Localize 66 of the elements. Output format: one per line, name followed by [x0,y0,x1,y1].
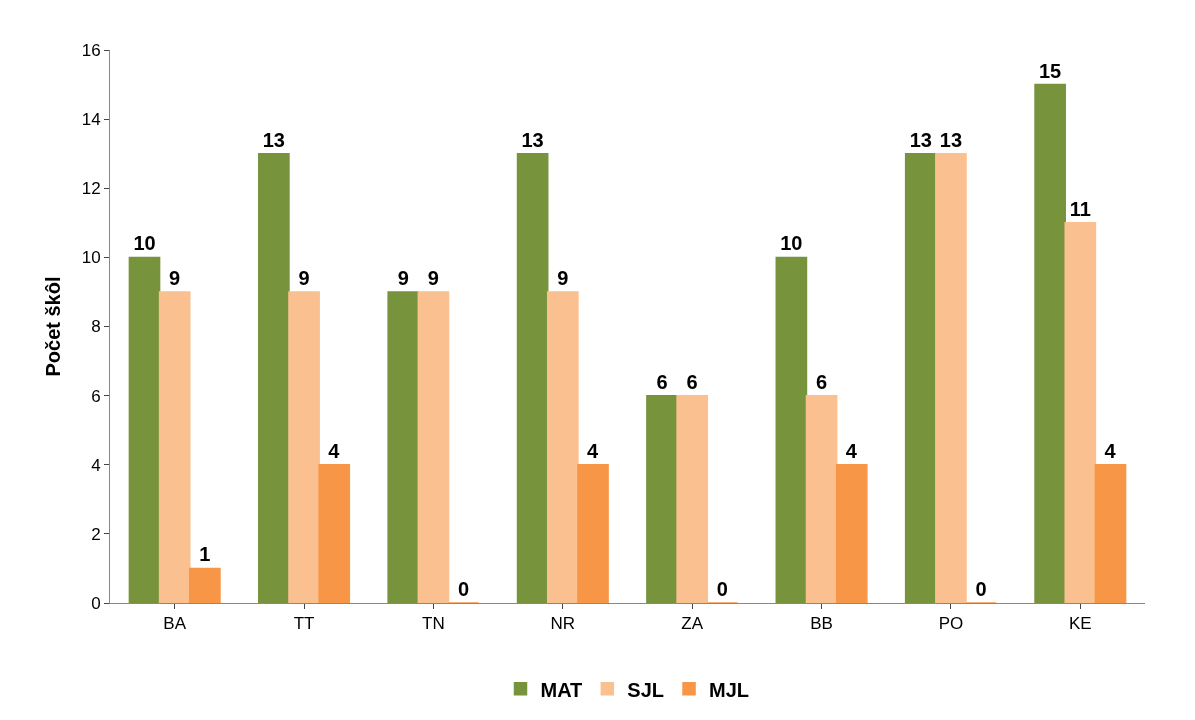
data-label: 9 [397,266,409,289]
data-label: 13 [521,128,544,151]
data-label: 4 [845,439,858,462]
bar [417,291,450,603]
data-label: 6 [656,370,668,393]
bar [904,152,937,603]
y-tick-label: 12 [81,179,101,199]
bar [646,394,678,603]
y-tick-label: 14 [81,110,101,130]
bar [835,464,868,603]
legend-label: SJL [627,678,665,701]
data-label: 15 [1039,59,1062,82]
y-tick-label: 2 [91,524,101,544]
bar [387,291,420,603]
data-label: 9 [427,266,439,289]
bar [189,567,221,603]
data-label: 13 [939,128,963,151]
data-label: 13 [262,128,285,151]
data-label: 4 [328,439,341,462]
data-label: 1 [199,543,211,566]
y-tick-label: 10 [81,248,101,268]
data-label: 4 [1104,439,1117,462]
bar [1094,464,1127,603]
y-axis-title: Počet škôl [42,276,65,377]
y-tick-label: 16 [81,40,101,60]
data-label: 10 [780,232,803,255]
x-tick-label: KE [1068,614,1092,634]
bar [158,291,191,603]
bar [1064,222,1097,603]
y-tick-label: 6 [91,386,101,406]
legend-label: MAT [540,678,583,701]
bar [577,464,609,603]
data-label: 0 [716,578,728,600]
bar [805,394,838,603]
bar [676,394,709,603]
data-label: 9 [557,266,569,289]
data-label: 4 [587,439,599,462]
x-tick-label: NR [550,614,576,634]
x-tick-label: TN [422,614,445,634]
x-tick-label: BB [810,614,833,634]
bar [128,256,161,603]
data-label: 0 [975,578,987,600]
bar [258,152,290,603]
data-label: 6 [816,370,828,393]
data-label: 10 [133,232,156,255]
x-tick-label: ZA [681,614,704,634]
bar [546,291,579,603]
y-tick-label: 4 [91,455,101,475]
data-label: 13 [909,128,932,151]
y-tick-label: 8 [91,317,101,337]
bar [516,152,549,603]
legend-label: MJL [709,678,750,701]
bar [318,464,351,603]
x-tick-label: PO [938,614,964,634]
bar [775,256,808,603]
x-tick-label: BA [163,614,187,634]
data-label: 9 [169,266,181,289]
data-label: 0 [458,578,470,600]
data-label: 11 [1069,197,1091,220]
data-label: 9 [298,266,310,289]
x-tick-label: TT [293,614,315,634]
y-tick-label: 0 [91,593,101,613]
bar [935,152,967,603]
bar [1034,83,1066,603]
bar [288,291,320,603]
data-label: 6 [686,370,698,393]
